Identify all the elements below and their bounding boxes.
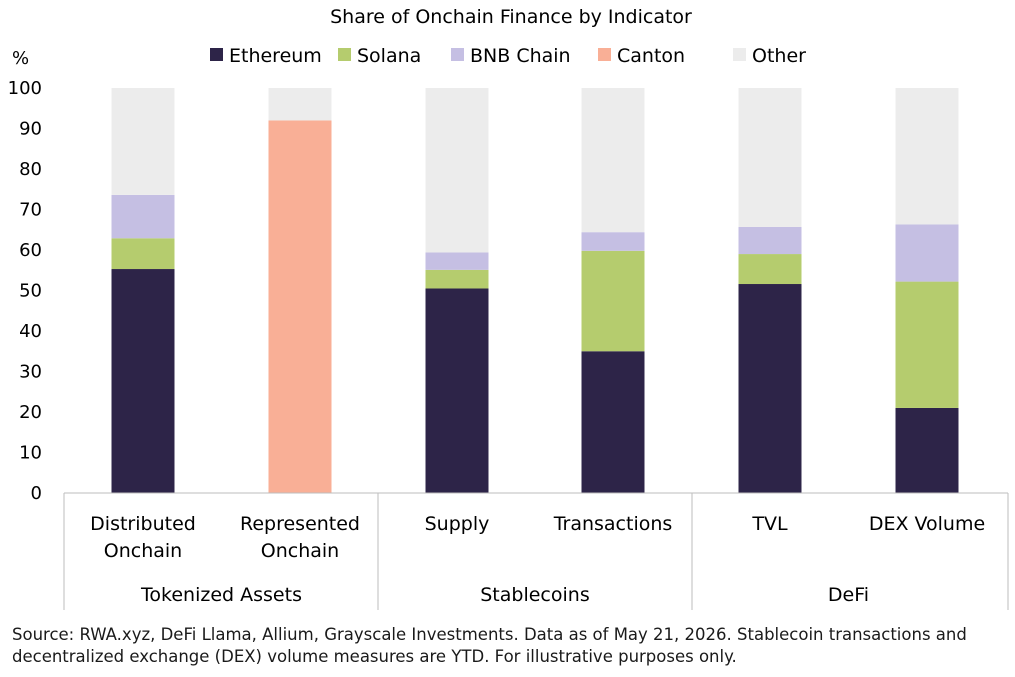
y-tick-label: 90 [19,119,42,140]
group-label: DeFi [828,584,869,606]
bar-segment-other [268,88,332,121]
y-tick-label: 0 [31,483,42,504]
source-note: Source: RWA.xyz, DeFi Llama, Allium, Gra… [12,625,967,666]
y-axis-ticks: 0 10 20 30 40 50 60 70 80 90 100 [8,78,42,504]
bar-segment-other [111,88,175,195]
bar-segment-solana [895,281,959,408]
bar-segment-solana [425,269,489,289]
legend-swatch-other [733,48,746,61]
y-axis-unit-label: % [12,48,29,69]
bar-segment-ethereum [581,351,645,493]
bar-segment-solana [581,250,645,352]
y-tick-label: 20 [19,402,42,423]
bar-segment-ethereum [895,407,959,493]
bar-segment-ethereum [425,288,489,493]
stacked-bar-chart: Share of Onchain Finance by Indicator % … [8,6,1009,610]
y-tick-label: 70 [19,200,42,221]
chart-title: Share of Onchain Finance by Indicator [330,6,692,28]
legend-swatch-canton [598,48,611,61]
category-labels: Distributed Onchain Represented Onchain Supp… [90,513,985,562]
legend-label-bnb-chain: BNB Chain [470,45,571,67]
bar-segment-solana [738,254,802,285]
category-label: Supply [425,513,490,535]
y-tick-label: 40 [19,321,42,342]
bar-segment-bnb-chain [738,226,802,255]
x-axis [63,492,1009,610]
legend-label-solana: Solana [357,45,421,67]
bars [111,88,959,494]
y-tick-label: 50 [19,281,42,302]
category-label: Transactions [553,513,673,535]
bar-segment-ethereum [111,269,175,493]
legend-swatch-ethereum [210,48,223,61]
category-label: Distributed Onchain [90,513,196,562]
legend-label-other: Other [752,45,806,67]
legend-label-canton: Canton [617,45,685,67]
bar-segment-bnb-chain [581,232,645,251]
bar-segment-bnb-chain [111,194,175,239]
y-tick-label: 80 [19,159,42,180]
category-label: Represented Onchain [240,513,360,562]
legend-label-ethereum: Ethereum [229,45,322,67]
y-tick-label: 60 [19,240,42,261]
bar-segment-other [581,88,645,233]
bar-segment-solana [111,238,175,270]
bar-segment-other [425,88,489,253]
group-labels: Tokenized Assets Stablecoins DeFi [140,584,869,606]
category-label: DEX Volume [869,513,985,535]
bar-segment-bnb-chain [425,252,489,270]
y-tick-label: 30 [19,362,42,383]
category-label: TVL [751,513,788,535]
group-label: Tokenized Assets [140,584,302,606]
legend: Ethereum Solana BNB Chain Canton Other [210,45,806,67]
y-tick-label: 100 [8,78,42,99]
bar-segment-canton [268,120,332,494]
bar-segment-other [895,88,959,225]
bar-segment-other [738,88,802,227]
y-tick-label: 10 [19,443,42,464]
legend-swatch-solana [338,48,351,61]
bar-segment-ethereum [738,284,802,493]
group-label: Stablecoins [480,584,589,606]
bar-segment-bnb-chain [895,224,959,282]
legend-swatch-bnb-chain [451,48,464,61]
